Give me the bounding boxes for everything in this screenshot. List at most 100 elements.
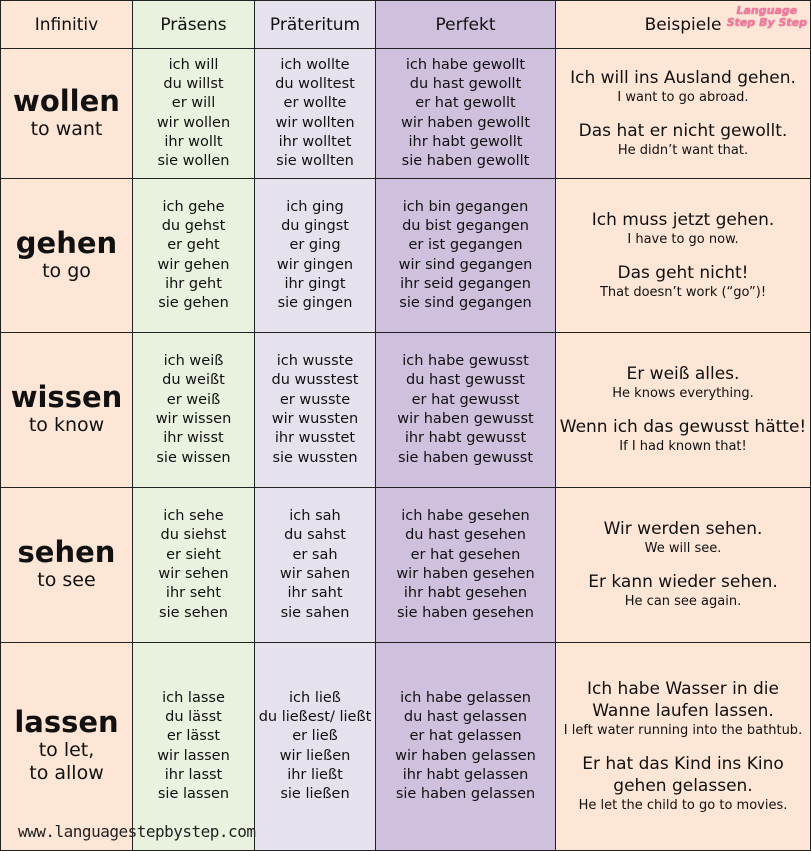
conjugation-line: ich habe gesehen xyxy=(401,508,530,525)
conjugation-line: er geht xyxy=(167,237,220,254)
example-english: He didn’t want that. xyxy=(617,142,749,158)
verb-row: wollen to want ich will du willst er will wir… xyxy=(0,48,811,179)
conjugation-line: du willst xyxy=(163,75,224,92)
example-german: Ich will ins Ausland gehen. xyxy=(570,67,796,88)
conjugation-line: ihr saht xyxy=(287,585,343,602)
infinitiv-cell: sehen to see xyxy=(0,487,133,643)
conjugation-line: du gehst xyxy=(161,217,226,234)
praeteritum-cell: ich wollte du wolltest er wollte wir wollte… xyxy=(254,48,376,179)
conjugation-line: du wusstest xyxy=(271,372,359,389)
conjugation-line: sie ließen xyxy=(280,786,350,803)
conjugation-line: wir wollen xyxy=(156,114,231,131)
header-praesens: Präsens xyxy=(132,0,255,49)
example: Ich muss jetzt gehen. I have to go now. xyxy=(558,209,808,248)
conjugation-line: wir wollten xyxy=(275,114,355,131)
conjugation-line: ich habe gewusst xyxy=(402,353,529,370)
conjugation-line: sie gingen xyxy=(277,295,353,312)
translation: to go xyxy=(42,259,91,282)
conjugation-line: du siehst xyxy=(160,527,227,544)
verb: wissen xyxy=(10,380,123,415)
example-english: He can see again. xyxy=(624,594,742,609)
verb: wollen xyxy=(13,83,120,118)
conjugation-line: ich ging xyxy=(286,198,344,215)
conjugation-line: er hat gewollt xyxy=(415,95,516,112)
conjugation-line: du hast gewollt xyxy=(409,75,522,92)
conjugation-line: ihr wollt xyxy=(164,133,223,150)
infinitiv-cell: lassen to let, to allow xyxy=(0,642,133,851)
praesens-cell: ich weiß du weißt er weiß wir wissen ihr wis… xyxy=(132,332,255,488)
example: Das hat er nicht gewollt. He didn’t want … xyxy=(558,120,808,159)
conjugation-line: ich wollte xyxy=(280,56,350,73)
praeteritum-cell: ich sah du sahst er sah wir sahen ihr saht si… xyxy=(254,487,376,643)
conjugation-line: du wolltest xyxy=(275,75,355,92)
translation: to see xyxy=(37,569,96,592)
conjugation-line: wir lassen xyxy=(157,747,230,764)
conjugation-line: er ist gegangen xyxy=(408,237,523,254)
verb: lassen xyxy=(14,704,119,739)
example-english: That doesn’t work (“go”)! xyxy=(599,284,767,300)
perfekt-cell: ich habe gelassen du hast gelassen er hat … xyxy=(375,642,556,851)
praeteritum-cell: ich ging du gingst er ging wir gingen ihr gi… xyxy=(254,178,376,333)
conjugation-line: ich weiß xyxy=(163,353,224,370)
conjugation-line: ihr habt gewollt xyxy=(408,133,523,150)
example-german: Er kann wieder sehen. xyxy=(588,572,778,592)
conjugation-line: er wollte xyxy=(283,95,347,112)
conjugation-line: ihr geht xyxy=(165,275,222,292)
conjugation-line: ihr seht xyxy=(165,585,222,602)
conjugation-line: du weißt xyxy=(162,372,225,389)
example-german: Das hat er nicht gewollt. xyxy=(578,120,788,141)
verb: sehen xyxy=(17,535,116,570)
conjugation-line: ihr seid gegangen xyxy=(400,275,531,292)
conjugation-line: wir sind gegangen xyxy=(398,256,533,273)
verb: gehen xyxy=(15,225,118,260)
example-german: Er weiß alles. xyxy=(626,364,740,384)
beispiele-cell: Wir werden sehen. We will see. Er kann wie… xyxy=(555,487,811,643)
website-watermark: www.languagestepbystep.com xyxy=(18,822,256,841)
conjugation-line: er wusste xyxy=(279,391,351,408)
conjugation-line: er sah xyxy=(292,546,338,563)
example-english: I left water running into the bathtub. xyxy=(563,722,803,738)
perfekt-cell: ich habe gesehen du hast gesehen er hat ge… xyxy=(375,487,556,643)
example-german: Er hat das Kind ins Kino gehen gelassen. xyxy=(582,753,784,796)
conjugation-line: sie sehen xyxy=(159,604,228,621)
header-praeteritum: Präteritum xyxy=(254,0,376,49)
header-perfekt: Perfekt xyxy=(375,0,556,49)
conjugation-line: wir ließen xyxy=(279,747,351,764)
conjugation-line: ihr wisst xyxy=(163,430,224,447)
example: Wenn ich das gewusst hätte! If I had know… xyxy=(558,416,808,455)
conjugation-line: wir sahen xyxy=(279,566,351,582)
verb-row: gehen to go ich gehe du gehst er geht wir geh… xyxy=(0,178,811,333)
beispiele-cell: Ich muss jetzt gehen. I have to go now. Da… xyxy=(555,178,811,333)
example-german: Wenn ich das gewusst hätte! xyxy=(559,417,807,437)
perfekt-cell: ich habe gewusst du hast gewusst er hat ge… xyxy=(375,332,556,488)
verb-row: wissen to know ich weiß du weißt er weiß wir … xyxy=(0,332,811,488)
conjugation-line: wir haben gesehen xyxy=(396,566,535,582)
conjugation-line: sie lassen xyxy=(157,786,230,803)
example-english: If I had known that! xyxy=(619,439,747,454)
header-beispiele: Beispiele xyxy=(555,0,811,49)
header-infinitiv: Infinitiv xyxy=(0,0,133,49)
conjugation-line: sie sahen xyxy=(280,604,350,621)
conjugation-line: sie haben gelassen xyxy=(395,786,536,803)
conjugation-line: er sieht xyxy=(166,546,221,563)
perfekt-cell: ich bin gegangen du bist gegangen er ist g… xyxy=(375,178,556,333)
header-row: Infinitiv Präsens Präteritum Perfekt Bei… xyxy=(0,0,811,49)
conjugation-line: ihr habt gelassen xyxy=(402,766,529,783)
conjugation-line: wir haben gewusst xyxy=(397,411,534,427)
conjugation-line: ich habe gelassen xyxy=(400,689,531,706)
example: Er hat das Kind ins Kino gehen gelassen.… xyxy=(558,753,808,814)
conjugation-line: ihr habt gesehen xyxy=(403,585,528,602)
conjugation-line: ihr habt gewusst xyxy=(404,430,527,447)
example: Ich will ins Ausland gehen. I want to go … xyxy=(558,67,808,106)
conjugation-line: er hat gesehen xyxy=(410,546,521,563)
conjugation-line: wir gingen xyxy=(276,256,354,273)
conjugation-line: er hat gewusst xyxy=(411,391,520,408)
example-english: He knows everything. xyxy=(612,386,754,401)
conjugation-line: ihr lasst xyxy=(164,766,223,783)
conjugation-line: du hast gelassen xyxy=(403,708,528,725)
example-german: Ich habe Wasser in die Wanne laufen lass… xyxy=(587,678,779,721)
example-english: I have to go now. xyxy=(627,231,739,247)
conjugation-line: du gingst xyxy=(281,217,349,234)
conjugation-line: sie wissen xyxy=(156,449,231,466)
conjugation-line: sie haben gewollt xyxy=(401,153,530,170)
